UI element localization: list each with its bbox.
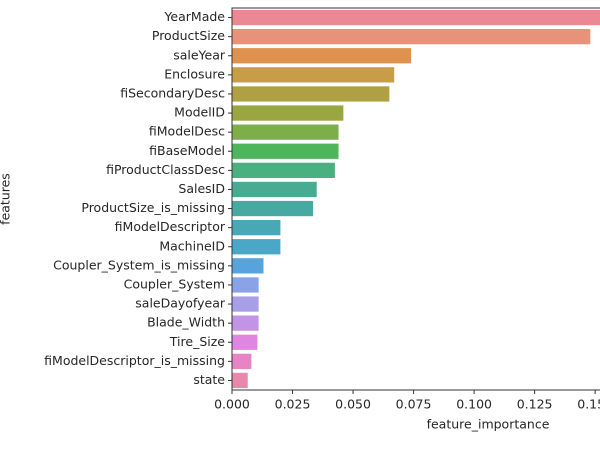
bar [232,29,591,45]
x-tick-label: 0.000 [214,397,250,412]
bar [232,9,600,26]
bar [232,200,314,217]
y-axis-label: features [0,173,13,225]
bar [232,315,259,331]
y-tick-label: MachineID [159,238,225,253]
bar [232,334,258,350]
axes-frame [231,7,600,391]
y-tick-label: fiModelDescriptor [115,219,226,234]
y-tick-label: ProductSize [152,28,225,43]
y-tick-label: fiSecondaryDesc [120,85,225,100]
y-tick-label: ProductSize_is_missing [81,200,225,215]
x-tick-label: 0.025 [275,397,311,412]
bar [232,372,248,389]
x-tick-label: 0.050 [335,397,371,412]
bar [232,48,412,64]
bar [232,67,395,83]
y-tick-label: fiProductClassDesc [106,162,225,177]
y-tick-label: Blade_Width [147,315,225,330]
bar [232,277,259,293]
x-tick-label: 0.075 [396,397,432,412]
x-tick-label: 0.150 [577,397,600,412]
y-tick-label: saleDayofyear [135,296,226,311]
y-tick-label: fiModelDesc [149,124,225,139]
bar [232,296,259,312]
bar [232,239,281,255]
x-tick-label: 0.100 [456,397,492,412]
y-tick-label: fiBaseModel [149,143,225,158]
y-tick-label: saleYear [173,47,226,62]
y-tick-label: Tire_Size [169,334,225,349]
y-tick-label: YearMade [163,9,225,24]
bar [232,353,252,369]
bar [232,220,281,236]
bar [232,258,264,274]
bar [232,124,339,140]
bar [232,162,335,178]
y-tick-label: state [193,372,225,387]
y-tick-label: Coupler_System [124,276,225,291]
x-tick-label: 0.125 [517,397,553,412]
y-tick-label: Coupler_System_is_missing [53,257,225,272]
bar [232,86,390,102]
y-tick-label: Enclosure [164,66,225,81]
y-tick-label: ModelID [174,105,225,120]
y-tick-label: fiModelDescriptor_is_missing [44,353,225,368]
y-tick-label: SalesID [178,181,225,196]
bar [232,105,344,121]
bar [232,143,339,159]
bar [232,181,317,198]
x-axis-label: feature_importance [427,417,550,432]
